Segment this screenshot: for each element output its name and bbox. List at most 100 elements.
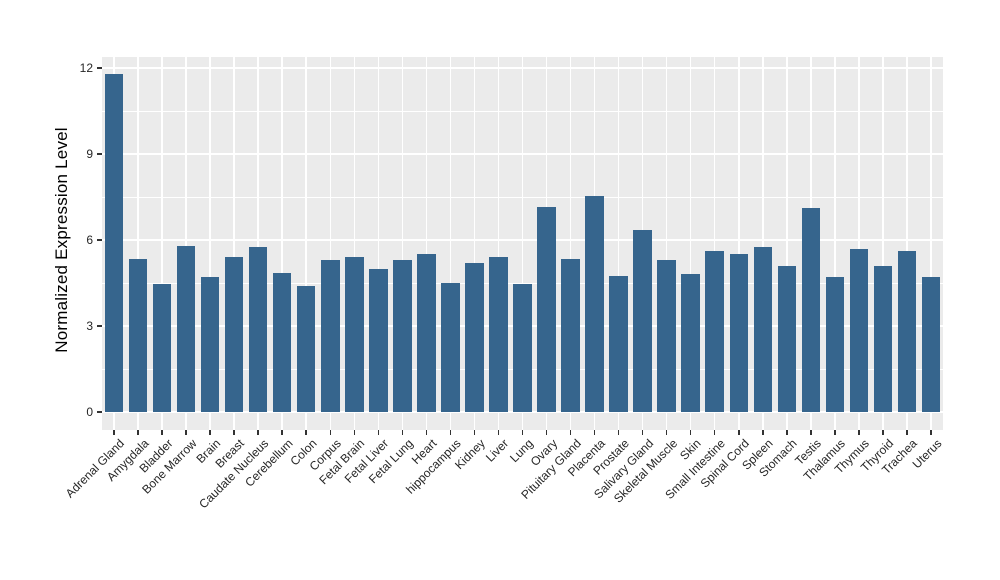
bar [224,257,244,412]
vertical-gridline [137,57,139,430]
vertical-gridline [665,57,668,430]
bar [321,260,340,412]
x-tick-mark [113,430,115,435]
vertical-gridline [377,57,380,430]
x-tick-mark [185,430,187,435]
bar [921,277,941,412]
vertical-gridline [209,57,211,430]
x-tick-mark [762,430,764,435]
x-tick-mark [161,430,163,435]
vertical-gridline [233,57,235,430]
bar [465,262,484,412]
vertical-gridline [185,57,187,430]
y-tick-mark [97,325,102,327]
bar [897,251,917,412]
vertical-gridline [882,57,884,430]
y-tick-mark [97,67,102,69]
bar [657,260,676,412]
bar [272,272,292,412]
bar [537,207,556,412]
bar [801,208,821,412]
x-tick-mark [209,430,211,435]
x-tick-mark [858,430,860,435]
x-tick-mark [473,430,476,435]
x-tick-mark [137,430,139,435]
x-tick-mark [281,430,283,435]
bar [176,245,196,412]
bar [417,254,436,412]
x-tick-mark [545,430,548,435]
bar [609,275,628,412]
bar [369,268,388,412]
x-tick-mark [233,430,235,435]
x-tick-mark [593,430,596,435]
y-tick-label: 12 [79,61,93,75]
vertical-gridline [834,57,836,430]
vertical-gridline [281,57,283,430]
x-tick-mark [497,430,500,435]
y-tick-mark [97,239,102,241]
vertical-gridline [305,57,307,430]
x-tick-mark [689,430,692,435]
vertical-gridline [449,57,452,430]
bar [200,277,220,412]
x-tick-mark [377,430,380,435]
vertical-gridline [617,57,620,430]
bar [729,254,748,412]
bar [681,274,700,412]
bar [393,260,412,412]
y-tick-label: 6 [86,233,93,247]
x-tick-mark [617,430,620,435]
bar [705,251,724,412]
vertical-gridline [473,57,476,430]
vertical-gridline [713,57,716,430]
y-tick-label: 0 [86,405,93,419]
y-tick-label: 9 [86,147,93,161]
bar [633,229,652,412]
vertical-gridline [329,57,332,430]
vertical-gridline [497,57,500,430]
x-tick-mark [257,430,259,435]
x-tick-mark [738,430,740,435]
vertical-gridline [858,57,860,430]
bar [489,257,508,412]
vertical-gridline [257,57,259,430]
x-tick-mark [569,430,572,435]
vertical-gridline [738,57,740,430]
bar [345,257,364,412]
vertical-gridline [786,57,788,430]
x-tick-mark [810,430,812,435]
vertical-gridline [906,57,908,430]
vertical-gridline [401,57,404,430]
vertical-gridline [689,57,692,430]
bar [585,195,604,412]
x-tick-mark [665,430,668,435]
x-tick-mark [425,430,428,435]
vertical-gridline [569,57,572,430]
vertical-gridline [425,57,428,430]
y-tick-mark [97,153,102,155]
bar [441,283,460,412]
vertical-gridline [762,57,764,430]
bar [849,248,869,412]
x-tick-mark [401,430,404,435]
x-tick-mark [449,430,452,435]
bar [128,258,148,412]
bar [248,247,268,412]
x-tick-mark [930,430,932,435]
x-tick-mark [906,430,908,435]
bar [152,284,172,412]
vertical-gridline [930,57,932,430]
bar [513,284,532,412]
x-tick-mark [353,430,356,435]
bar [296,285,316,412]
bar [825,277,845,412]
x-tick-mark [713,430,716,435]
x-tick-mark [641,430,644,435]
x-tick-mark [329,430,332,435]
x-tick-mark [786,430,788,435]
bar [753,247,773,412]
y-tick-label: 3 [86,319,93,333]
bar [777,265,797,412]
